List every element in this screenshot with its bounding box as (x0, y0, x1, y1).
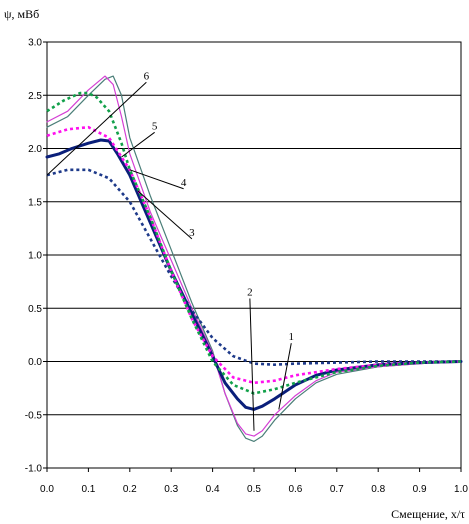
series-line-4 (45, 138, 463, 411)
plot-area: -1.0 -0.5 0.0 0.5 1.0 1.5 2.0 2.5 3.0 0.0 0.1 0.2 0.… (25, 38, 469, 496)
y-tick-label: 2.5 (28, 91, 42, 102)
x-tick-label: 1.0 (454, 484, 468, 495)
x-tick-label: 0.2 (123, 484, 137, 495)
x-tick-label: 0.1 (81, 484, 95, 495)
callout-leader-1 (278, 343, 292, 410)
callout-label: 4 (181, 177, 187, 189)
callout-label: 2 (247, 286, 253, 298)
y-tick-label: 2.0 (28, 144, 42, 155)
callout-leader-6 (46, 81, 147, 176)
x-tick-label: 0.9 (413, 484, 427, 495)
x-tick-label: 0.3 (164, 484, 178, 495)
x-tick-label: 0.6 (288, 484, 302, 495)
y-tick-label: -0.5 (25, 410, 43, 421)
callout-leader-5 (121, 131, 155, 158)
x-tick-label: 0.7 (330, 484, 344, 495)
callout-label: 3 (189, 227, 195, 239)
x-tick-label: 0.4 (206, 484, 220, 495)
y-axis-title: ψ, мВб (4, 7, 39, 21)
x-tick-label: 0.5 (247, 484, 261, 495)
x-tick-label: 0.8 (371, 484, 385, 495)
x-tick-label: 0.0 (40, 484, 54, 495)
y-tick-label: 0.5 (28, 304, 42, 315)
series-line-3 (46, 168, 461, 367)
y-tick-label: 3.0 (28, 38, 42, 49)
y-tick-label: 0.0 (28, 357, 42, 368)
y-tick-label: 1.0 (28, 251, 42, 262)
callout-label: 6 (144, 70, 150, 82)
y-tick-label: 1.5 (28, 197, 42, 208)
callout-leader-4 (129, 169, 184, 190)
series-line-1 (46, 75, 462, 442)
series-line-2 (46, 75, 462, 437)
y-tick-label: -1.0 (25, 464, 43, 475)
callout-leader-3 (137, 190, 193, 240)
callout-label: 1 (289, 331, 295, 343)
series-line-6 (46, 91, 462, 395)
callout-leader-2 (249, 298, 255, 431)
series-line-5 (46, 125, 462, 385)
x-axis-title: Смещение, x/τ (391, 507, 465, 521)
callout-label: 5 (152, 120, 158, 132)
